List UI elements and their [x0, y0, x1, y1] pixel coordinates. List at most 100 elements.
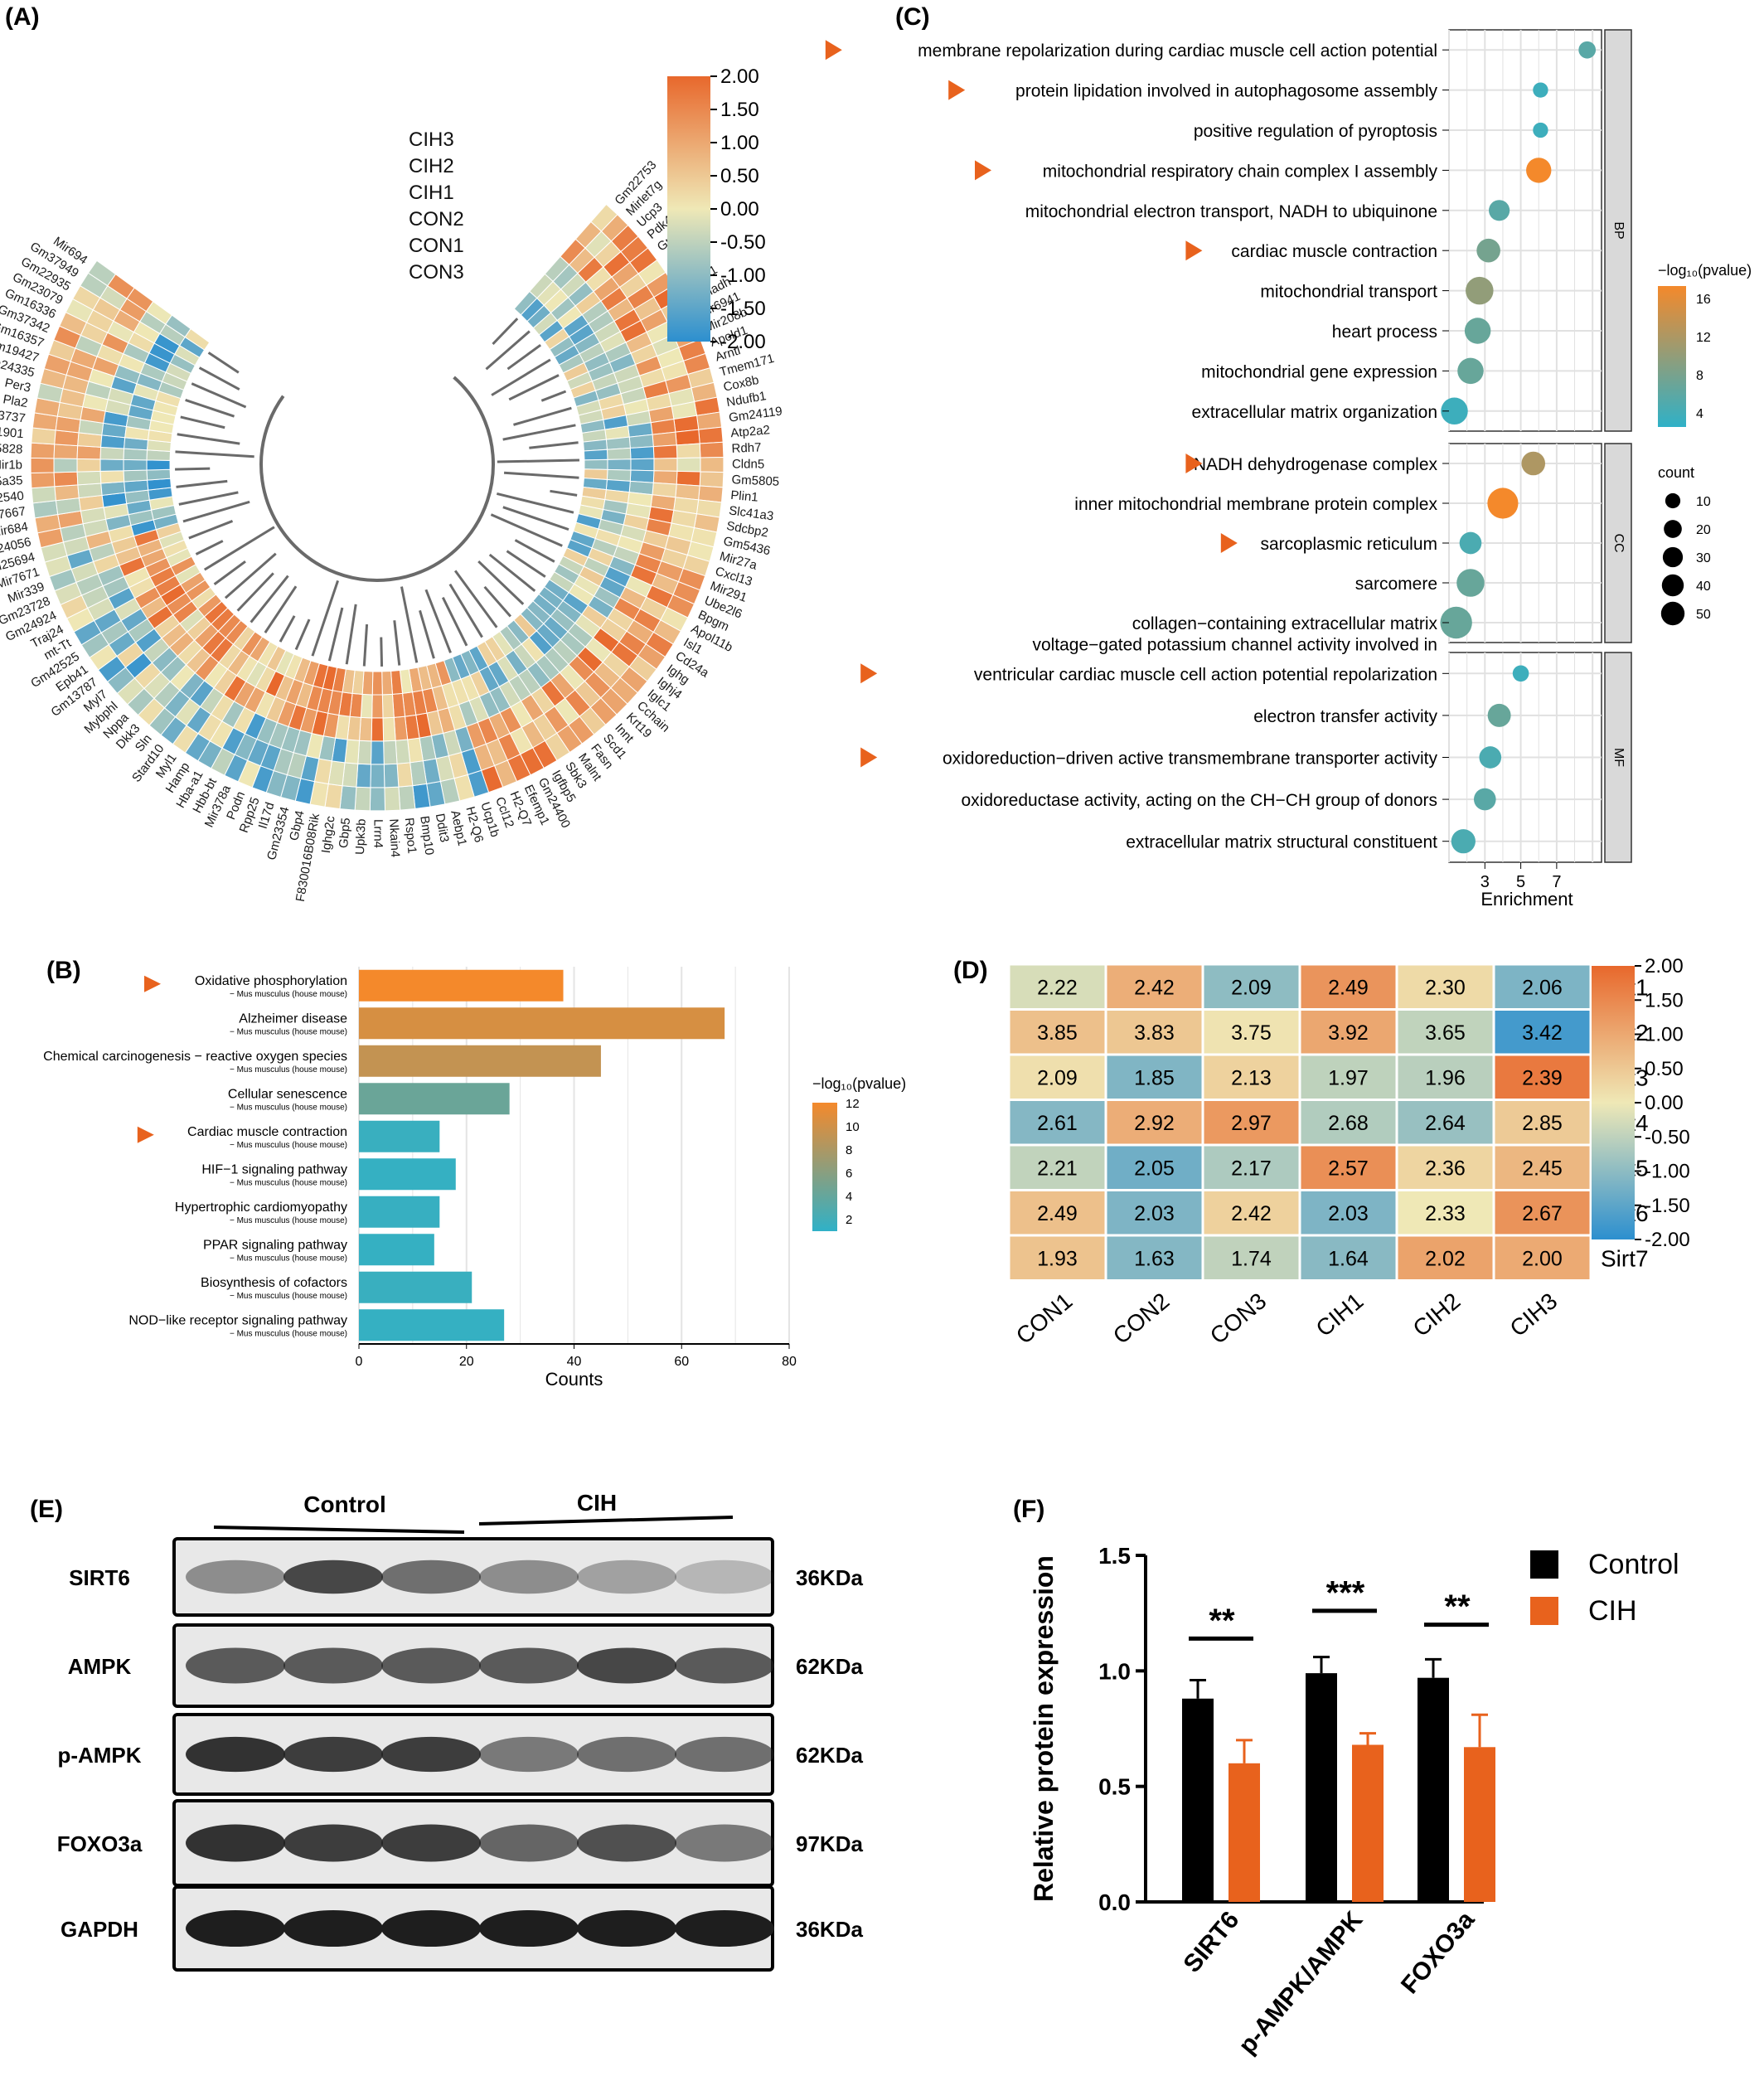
- dendrogram-branch: [506, 343, 541, 371]
- x-tick-label: 7: [1552, 873, 1561, 891]
- category-label: NOD−like receptor signaling pathway: [128, 1313, 347, 1327]
- size-legend-dot: [1661, 574, 1684, 597]
- dendrogram-branch: [177, 433, 240, 445]
- heatmap-cell: [371, 694, 384, 719]
- y-tick-label: 0.0: [1098, 1889, 1131, 1915]
- legend-title: −log₁₀(pvalue): [812, 1075, 906, 1092]
- term-label: extracellular matrix structural constitu…: [1126, 833, 1437, 852]
- heatmap-cell: [391, 692, 406, 718]
- heatmap-cell: [629, 469, 655, 483]
- data-point: [1479, 746, 1502, 769]
- scale-tick-label: 0.00: [720, 198, 759, 221]
- scale-tick-label: 1.00: [1645, 1024, 1684, 1046]
- color-scale-bar: [1592, 966, 1635, 1239]
- size-legend-label: 40: [1696, 580, 1711, 594]
- heatmap-cell: [1395, 1234, 1495, 1282]
- protein-band: [479, 1824, 579, 1862]
- heatmap-cell: [99, 458, 124, 472]
- molecular-weight-label: 97KDa: [796, 1831, 863, 1856]
- cell-value: 2.02: [1425, 1247, 1466, 1270]
- ring-label-con1: CON1: [409, 235, 464, 257]
- heatmap-cell: [146, 459, 171, 471]
- gene-label: Ddit3: [433, 813, 452, 843]
- facet-label: BP: [1611, 221, 1626, 239]
- cell-value: 2.42: [1134, 976, 1175, 999]
- bar: [359, 1196, 440, 1228]
- dendrogram-branch: [178, 491, 239, 506]
- row-label: Sirt7: [1601, 1245, 1649, 1271]
- cell-value: 2.97: [1231, 1112, 1272, 1135]
- scale-tick-label: -2.00: [720, 331, 766, 353]
- cell-value: 2.68: [1328, 1112, 1369, 1135]
- legend-tick-label: 8: [846, 1143, 852, 1157]
- scale-tick-label: -1.00: [1645, 1161, 1690, 1183]
- data-point: [1451, 829, 1476, 854]
- term-label: electron transfer activity: [1253, 707, 1437, 726]
- bar-cih: [1464, 1747, 1495, 1902]
- dendrogram-branch: [182, 500, 250, 523]
- dendrogram-branch: [503, 471, 579, 479]
- scale-tick-label: 0.50: [720, 165, 759, 187]
- data-point: [1459, 531, 1482, 555]
- heatmap-cell: [1104, 963, 1204, 1011]
- y-axis-title: Relative protein expression: [1029, 1555, 1059, 1902]
- legend-size-title: count: [1658, 464, 1694, 481]
- marker-arrow: [137, 1126, 154, 1143]
- cell-value: 3.92: [1328, 1021, 1369, 1045]
- cell-value: 2.22: [1037, 976, 1078, 999]
- x-tick-label: 5: [1516, 873, 1525, 891]
- heatmap-cell: [30, 442, 56, 459]
- dendrogram-branch: [491, 358, 551, 396]
- data-point: [1476, 238, 1500, 263]
- cell-value: 2.45: [1522, 1157, 1563, 1180]
- column-label: CIH2: [1408, 1288, 1466, 1341]
- gene-label: Gm22540: [0, 489, 24, 508]
- protein-band: [577, 1736, 676, 1773]
- column-label: CON3: [1205, 1288, 1272, 1349]
- dendrogram-branch: [264, 585, 298, 633]
- dendrogram-branch: [393, 620, 401, 666]
- term-label: NADH dehydrogenase complex: [1194, 455, 1438, 474]
- protein-band: [381, 1910, 481, 1947]
- cell-value: 2.67: [1522, 1202, 1563, 1225]
- cell-value: 3.75: [1231, 1021, 1272, 1045]
- dendrogram-branch: [236, 572, 274, 612]
- category-label: Chemical carcinogenesis − reactive oxyge…: [43, 1050, 347, 1064]
- protein-band: [186, 1736, 285, 1773]
- protein-band: [284, 1647, 383, 1684]
- gene-label: Mir1b: [0, 458, 22, 472]
- gene-label: Ighg2c: [319, 815, 338, 854]
- protein-label: FOXO3a: [57, 1831, 143, 1856]
- cell-value: 3.65: [1425, 1021, 1466, 1045]
- panel-b-kegg-bar-chart: Oxidative phosphorylation − Mus musculus …: [43, 967, 906, 1390]
- dendrogram-branch: [327, 607, 344, 662]
- gene-label: Cldn5: [732, 458, 764, 472]
- scale-tick-label: 2.00: [1645, 955, 1684, 977]
- protein-band: [186, 1910, 285, 1947]
- protein-band: [577, 1910, 676, 1947]
- data-point: [1533, 82, 1548, 98]
- dendrogram-branch: [483, 585, 511, 618]
- data-point: [1526, 158, 1552, 183]
- heatmap-cell: [54, 484, 80, 502]
- cell-value: 3.83: [1134, 1021, 1175, 1045]
- bar-cih: [1228, 1763, 1260, 1902]
- ring-label-con3: CON3: [409, 261, 464, 284]
- bar: [359, 1309, 505, 1341]
- dendrogram-branch: [207, 352, 240, 374]
- scale-tick-label: -1.50: [720, 298, 766, 320]
- cell-value: 2.13: [1231, 1066, 1272, 1089]
- cell-value: 1.96: [1425, 1066, 1466, 1089]
- bar-control: [1182, 1698, 1214, 1902]
- protein-label: AMPK: [68, 1654, 132, 1679]
- term-label: mitochondrial gene expression: [1201, 362, 1437, 381]
- facet-strip: [1604, 443, 1632, 643]
- bar: [359, 969, 564, 1002]
- category-label: Oxidative phosphorylation: [195, 974, 347, 988]
- dendrogram-branch: [176, 479, 228, 488]
- term-label: positive regulation of pyroptosis: [1194, 122, 1437, 141]
- cell-value: 1.63: [1134, 1247, 1175, 1270]
- cell-value: 1.97: [1328, 1066, 1369, 1089]
- dendrogram-branch: [311, 580, 340, 657]
